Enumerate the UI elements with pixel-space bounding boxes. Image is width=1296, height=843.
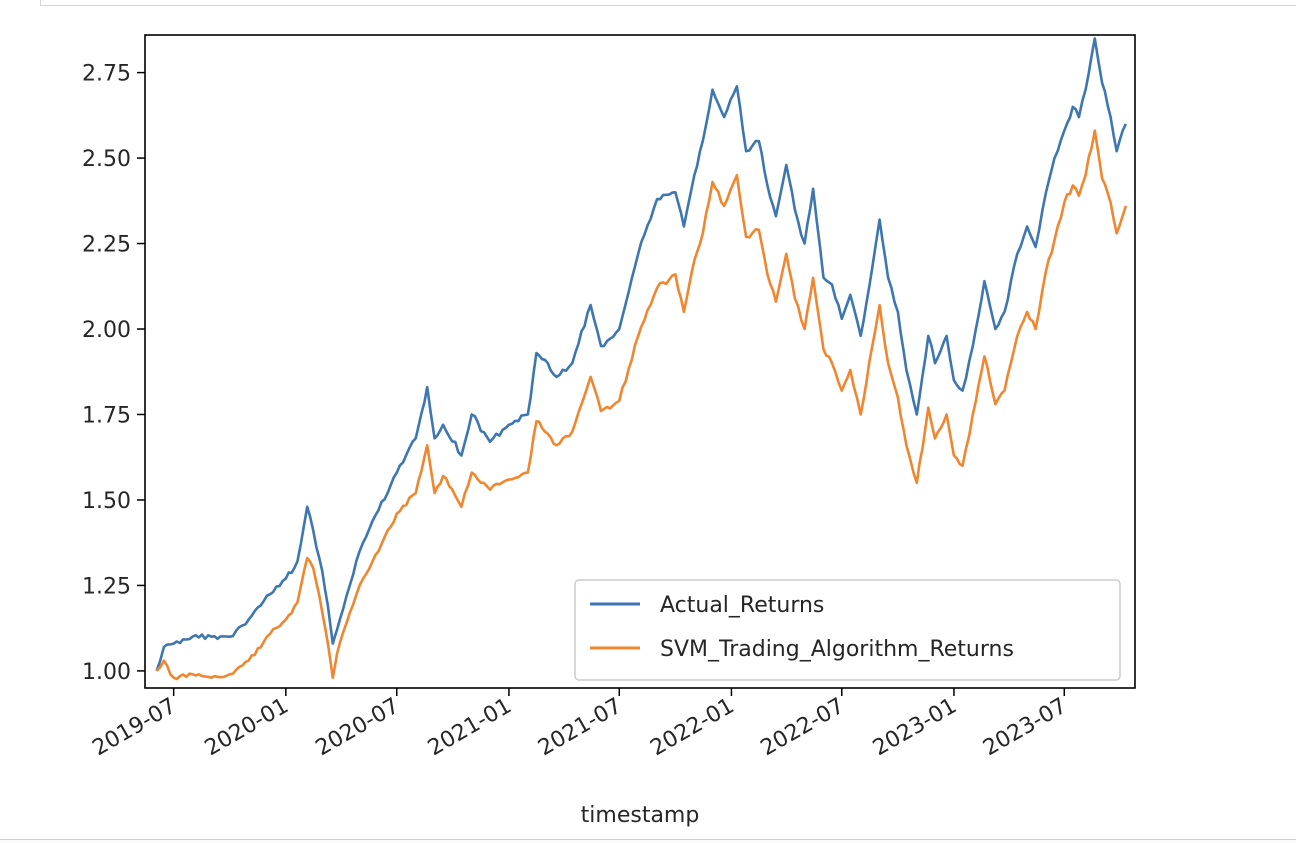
legend-label-svm-returns: SVM_Trading_Algorithm_Returns [660, 637, 1014, 662]
x-tick-label: 2022-01 [646, 694, 738, 762]
x-axis-label: timestamp [581, 803, 700, 828]
series-line-actual-returns [155, 37, 1128, 672]
x-tick-label: 2021-01 [424, 694, 516, 762]
y-tick-label: 2.00 [82, 318, 131, 343]
notebook-cell-border [40, 0, 1296, 6]
legend-box [574, 579, 1121, 681]
x-tick-label: 2022-07 [757, 694, 849, 762]
x-tick-label: 2019-07 [89, 694, 181, 762]
x-tick-label: 2023-01 [869, 694, 961, 762]
legend: Actual_Returns SVM_Trading_Algorithm_Ret… [574, 579, 1121, 681]
y-tick-label: 1.00 [82, 660, 131, 685]
y-tick-label: 2.75 [82, 62, 131, 87]
series-layer [155, 37, 1128, 681]
x-tick-label: 2020-01 [201, 694, 293, 762]
y-axis: 1.00 1.25 1.50 1.75 2.00 2.25 2.50 2.75 [82, 62, 145, 685]
plot-area-frame [144, 34, 1136, 689]
x-tick-label: 2023-07 [979, 694, 1071, 762]
x-tick-label: 2021-07 [534, 694, 626, 762]
y-tick-label: 1.75 [82, 403, 131, 428]
series-line-svm-trading-algorithm-returns [155, 129, 1128, 681]
y-tick-label: 1.25 [82, 574, 131, 599]
y-tick-label: 2.25 [82, 233, 131, 258]
x-tick-label: 2020-07 [312, 694, 404, 762]
legend-label-actual-returns: Actual_Returns [660, 593, 824, 618]
y-tick-label: 1.50 [82, 489, 131, 514]
notebook-cell-divider [0, 839, 1296, 843]
y-tick-label: 2.50 [82, 147, 131, 172]
x-axis: 2019-07 2020-01 2020-07 2021-01 2021-07 2022-… [89, 688, 1071, 762]
